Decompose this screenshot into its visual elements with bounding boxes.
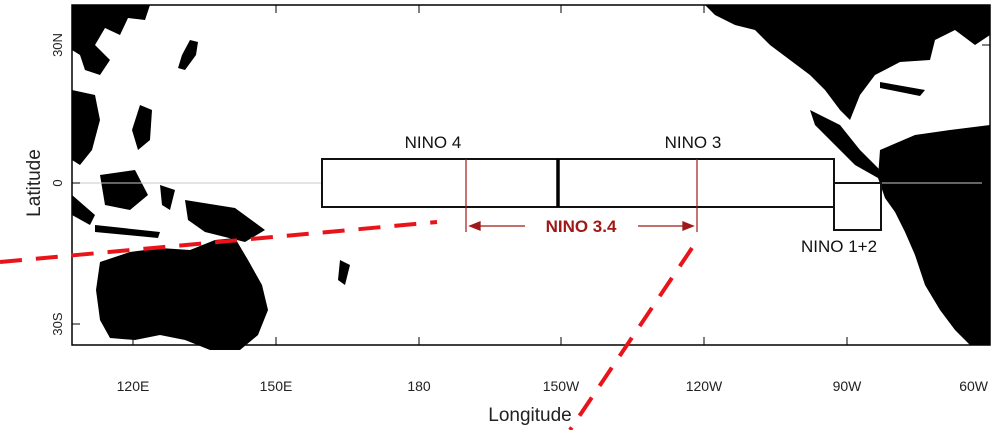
y-tick-30n: 30N — [50, 33, 65, 57]
land-masses — [72, 5, 990, 350]
nino4-box — [321, 158, 559, 208]
landmass-cuba — [880, 82, 925, 96]
nino4-label: NINO 4 — [405, 133, 462, 152]
landmass-central-america — [810, 110, 880, 178]
nino12-label: NINO 1+2 — [801, 237, 877, 256]
landmass-south-america — [878, 125, 990, 345]
y-axis-label: Latitude — [24, 149, 45, 217]
landmass-borneo — [100, 170, 148, 210]
x-tick-180: 180 — [407, 378, 431, 394]
landmass-sumatra — [72, 195, 95, 225]
map-frame — [71, 4, 991, 346]
landmass-japan — [178, 40, 198, 70]
nino12-box — [833, 182, 882, 231]
x-tick-120w: 120W — [686, 378, 723, 394]
landmass-new-guinea — [185, 200, 265, 242]
landmass-australia — [96, 238, 268, 350]
x-tick-150w: 150W — [543, 378, 580, 394]
axis-ticks — [72, 5, 990, 345]
x-tick-60w: 60W — [959, 378, 989, 394]
x-axis-label: Longitude — [488, 405, 571, 426]
landmass-east-asia — [72, 5, 150, 75]
red-dashed-line-right — [568, 246, 694, 432]
landmass-new-zealand — [338, 260, 350, 285]
nino3-box — [557, 158, 835, 208]
x-tick-120e: 120E — [117, 378, 150, 394]
landmass-north-america — [705, 5, 990, 120]
landmass-indochina — [72, 90, 100, 165]
nino34-arrows — [468, 221, 695, 231]
landmass-java — [95, 225, 160, 238]
y-tick-30s: 30S — [50, 312, 65, 335]
y-tick-0: 0 — [50, 179, 65, 186]
red-dashed-line-left — [0, 220, 438, 264]
landmass-philippines — [132, 105, 152, 150]
x-tick-150e: 150E — [260, 378, 293, 394]
landmass-sulawesi — [160, 185, 175, 210]
nino3-label: NINO 3 — [665, 133, 722, 152]
nino34-label: NINO 3.4 — [546, 217, 617, 236]
x-tick-90w: 90W — [833, 378, 863, 394]
